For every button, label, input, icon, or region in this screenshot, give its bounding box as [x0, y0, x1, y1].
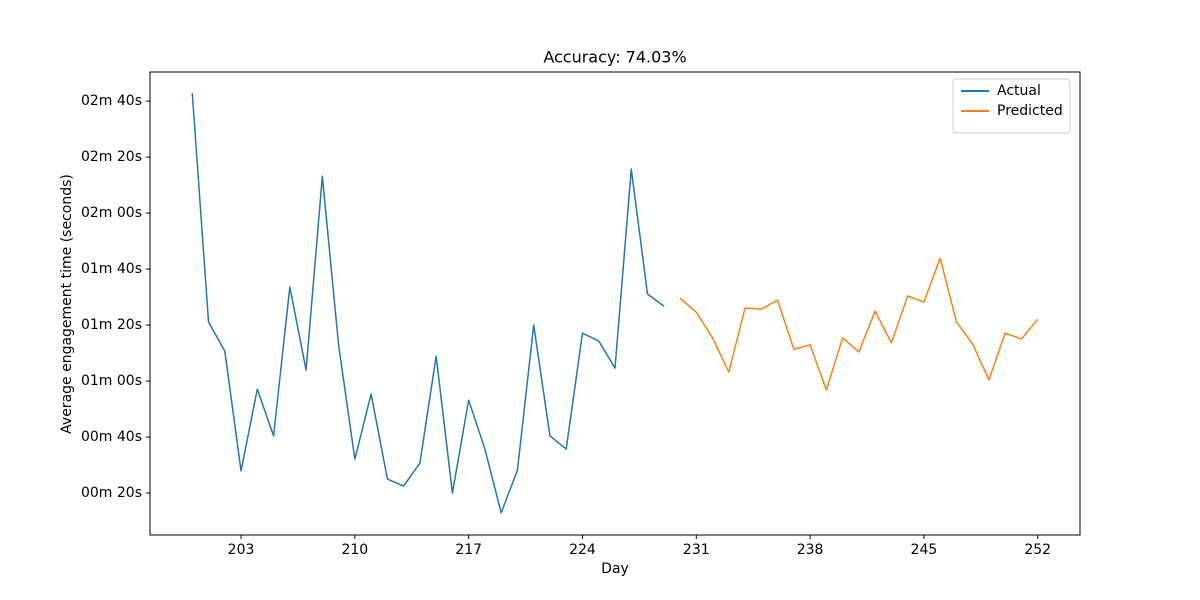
line-series	[191, 92, 665, 514]
y-tick-label: 01m 00s	[81, 373, 142, 389]
y-tick-label: 02m 20s	[81, 149, 142, 165]
x-tick-label: 217	[455, 542, 482, 558]
y-tick-label: 00m 40s	[81, 429, 142, 445]
plot-frame	[149, 71, 1081, 536]
y-tick-label: 02m 40s	[81, 93, 142, 109]
x-tick-label: 245	[911, 542, 938, 558]
x-tick-label: 224	[569, 542, 596, 558]
legend-label: Actual	[997, 83, 1041, 99]
legend-box	[952, 78, 1071, 134]
x-tick-label: 203	[228, 542, 255, 558]
legend-label: Predicted	[997, 103, 1063, 119]
line-series	[679, 257, 1039, 391]
x-axis-label: Day	[601, 561, 629, 577]
y-tick-label: 00m 20s	[81, 485, 142, 501]
x-tick-label: 238	[797, 542, 824, 558]
x-tick-label: 231	[683, 542, 710, 558]
chart-title: Accuracy: 74.03%	[543, 48, 686, 67]
y-tick-label: 01m 20s	[81, 317, 142, 333]
x-tick-label: 210	[341, 542, 368, 558]
y-tick-label: 01m 40s	[81, 261, 142, 277]
y-axis-label: Average engagement time (seconds)	[59, 174, 75, 434]
y-tick-label: 02m 00s	[81, 205, 142, 221]
x-tick-label: 252	[1024, 542, 1051, 558]
